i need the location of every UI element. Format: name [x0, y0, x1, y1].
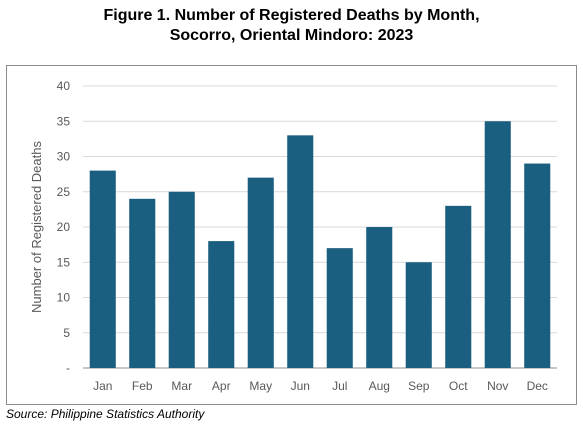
bar-oct [445, 205, 472, 368]
bar-may [247, 177, 274, 368]
x-tick-label-aug: Aug [369, 379, 390, 393]
x-tick-label-sep: Sep [408, 379, 430, 393]
y-tick-label-10: 10 [57, 291, 71, 305]
bar-dec [524, 163, 551, 368]
y-tick-label-0: - [66, 361, 70, 375]
x-tick-label-jun: Jun [291, 379, 310, 393]
bar-mar [168, 191, 195, 368]
x-tick-label-dec: Dec [527, 379, 548, 393]
y-tick-label-15: 15 [57, 255, 71, 269]
y-tick-label-25: 25 [57, 185, 71, 199]
y-tick-label-5: 5 [63, 326, 70, 340]
chart-title: Figure 1. Number of Registered Deaths by… [0, 6, 583, 46]
x-tick-label-may: May [249, 379, 272, 393]
bar-jul [326, 248, 353, 368]
bar-aug [366, 227, 393, 368]
y-tick-label-40: 40 [57, 79, 71, 93]
x-tick-label-apr: Apr [212, 379, 231, 393]
chart-title-line-2: Socorro, Oriental Mindoro: 2023 [169, 27, 414, 44]
y-tick-label-20: 20 [57, 220, 71, 234]
bar-sep [405, 262, 432, 368]
x-tick-label-jan: Jan [93, 379, 112, 393]
bar-jan [89, 170, 116, 368]
source-note: Source: Philippine Statistics Authority [6, 407, 205, 421]
y-tick-label-30: 30 [57, 150, 71, 164]
bar-apr [208, 241, 235, 368]
bar-jun [287, 135, 314, 368]
x-tick-label-nov: Nov [487, 379, 508, 393]
x-tick-label-mar: Mar [171, 379, 192, 393]
y-axis-label: Number of Registered Deaths [29, 141, 44, 313]
y-tick-label-35: 35 [57, 114, 71, 128]
x-tick-label-oct: Oct [449, 379, 468, 393]
x-tick-label-feb: Feb [132, 379, 153, 393]
x-tick-label-jul: Jul [332, 379, 347, 393]
bar-nov [484, 121, 511, 368]
chart-title-line-1: Figure 1. Number of Registered Deaths by… [103, 7, 480, 24]
bar-feb [129, 198, 156, 368]
